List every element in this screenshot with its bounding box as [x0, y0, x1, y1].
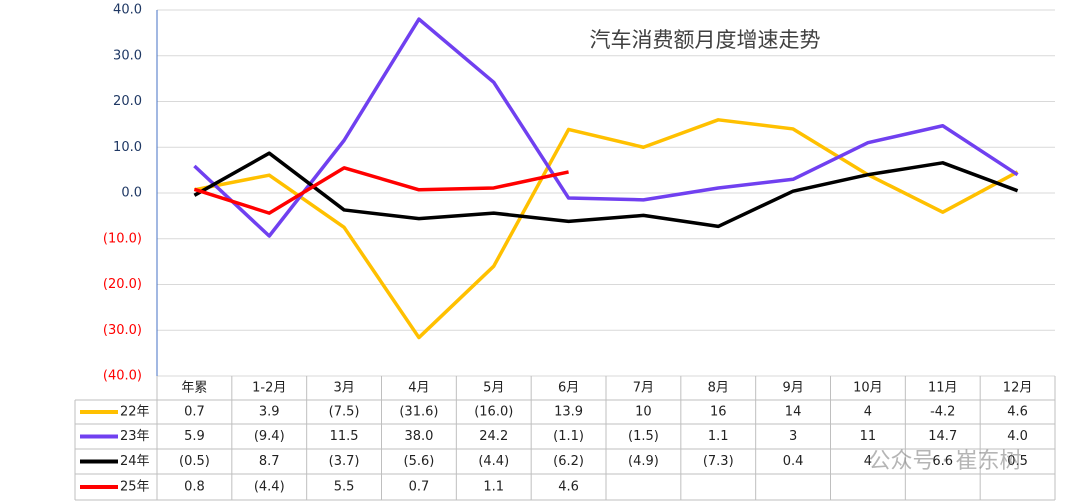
- data-label: (0.5): [179, 454, 210, 469]
- x-tick-label: 年累: [181, 381, 207, 396]
- x-tick-label: 5月: [483, 381, 504, 396]
- legend-label: 25年: [120, 480, 150, 495]
- y-tick-label: 20.0: [113, 94, 142, 109]
- data-label: (31.6): [399, 405, 438, 420]
- data-label: 1.1: [483, 480, 504, 495]
- y-tick-label: (40.0): [103, 369, 142, 384]
- x-tick-label: 1-2月: [252, 381, 286, 396]
- series-line: [193, 166, 569, 215]
- data-label: 3: [789, 429, 797, 444]
- data-label: (4.4): [254, 480, 285, 495]
- data-label: 11: [860, 429, 877, 444]
- y-tick-label: 10.0: [113, 140, 142, 155]
- x-tick-label: 6月: [558, 381, 579, 396]
- data-label: (4.4): [478, 454, 509, 469]
- data-label: (7.5): [329, 405, 360, 420]
- data-label: 4: [864, 405, 872, 420]
- legend-label: 22年: [120, 405, 150, 420]
- data-label: 5.9: [184, 429, 205, 444]
- data-label: 8.7: [259, 454, 280, 469]
- y-tick-label: 40.0: [113, 3, 142, 18]
- data-label: 1.1: [708, 429, 729, 444]
- data-label: (6.2): [553, 454, 584, 469]
- y-tick-label: (10.0): [103, 231, 142, 246]
- data-label: (1.5): [628, 429, 659, 444]
- series-line: [193, 151, 1019, 229]
- watermark: 公众号 · 崔东树: [869, 449, 1022, 474]
- data-label: 14: [785, 405, 802, 420]
- data-label: (4.9): [628, 454, 659, 469]
- data-label: 0.5: [1007, 454, 1028, 469]
- data-label: 4: [864, 454, 872, 469]
- x-tick-label: 9月: [782, 381, 803, 396]
- x-tick-label: 12月: [1003, 381, 1033, 396]
- data-label: 14.7: [928, 429, 957, 444]
- data-label: 0.4: [783, 454, 804, 469]
- data-label: 5.5: [334, 480, 355, 495]
- data-label: 13.9: [554, 405, 583, 420]
- legend-label: 24年: [120, 454, 150, 469]
- data-label: 4.6: [558, 480, 579, 495]
- series-line: [193, 17, 1019, 238]
- x-tick-label: 10月: [853, 381, 883, 396]
- y-tick-label: 30.0: [113, 48, 142, 63]
- data-label: 24.2: [479, 429, 508, 444]
- y-tick-label: 0.0: [121, 186, 142, 201]
- x-tick-label: 4月: [408, 381, 429, 396]
- chart-title: 汽车消费额月度增速走势: [590, 28, 821, 52]
- data-label: 38.0: [404, 429, 433, 444]
- x-tick-label: 8月: [708, 381, 729, 396]
- data-label: 3.9: [259, 405, 280, 420]
- x-tick-label: 11月: [928, 381, 958, 396]
- series-line: [194, 118, 1019, 340]
- data-label: 0.7: [409, 480, 430, 495]
- data-label: 0.7: [184, 405, 205, 420]
- x-tick-label: 3月: [333, 381, 354, 396]
- data-label: (1.1): [553, 429, 584, 444]
- data-label: 16: [710, 405, 727, 420]
- y-tick-label: (20.0): [103, 277, 142, 292]
- data-label: 6.6: [932, 454, 953, 469]
- data-label: 4.6: [1007, 405, 1028, 420]
- data-label: -4.2: [930, 405, 955, 420]
- y-tick-label: (30.0): [103, 323, 142, 338]
- data-label: 4.0: [1007, 429, 1028, 444]
- data-label: (9.4): [254, 429, 285, 444]
- data-label: (7.3): [703, 454, 734, 469]
- x-tick-label: 7月: [633, 381, 654, 396]
- legend-label: 23年: [120, 429, 150, 444]
- data-label: (16.0): [474, 405, 513, 420]
- data-label: 11.5: [330, 429, 359, 444]
- data-label: 10: [635, 405, 652, 420]
- data-label: (5.6): [404, 454, 435, 469]
- data-label: (3.7): [329, 454, 360, 469]
- data-label: 0.8: [184, 480, 205, 495]
